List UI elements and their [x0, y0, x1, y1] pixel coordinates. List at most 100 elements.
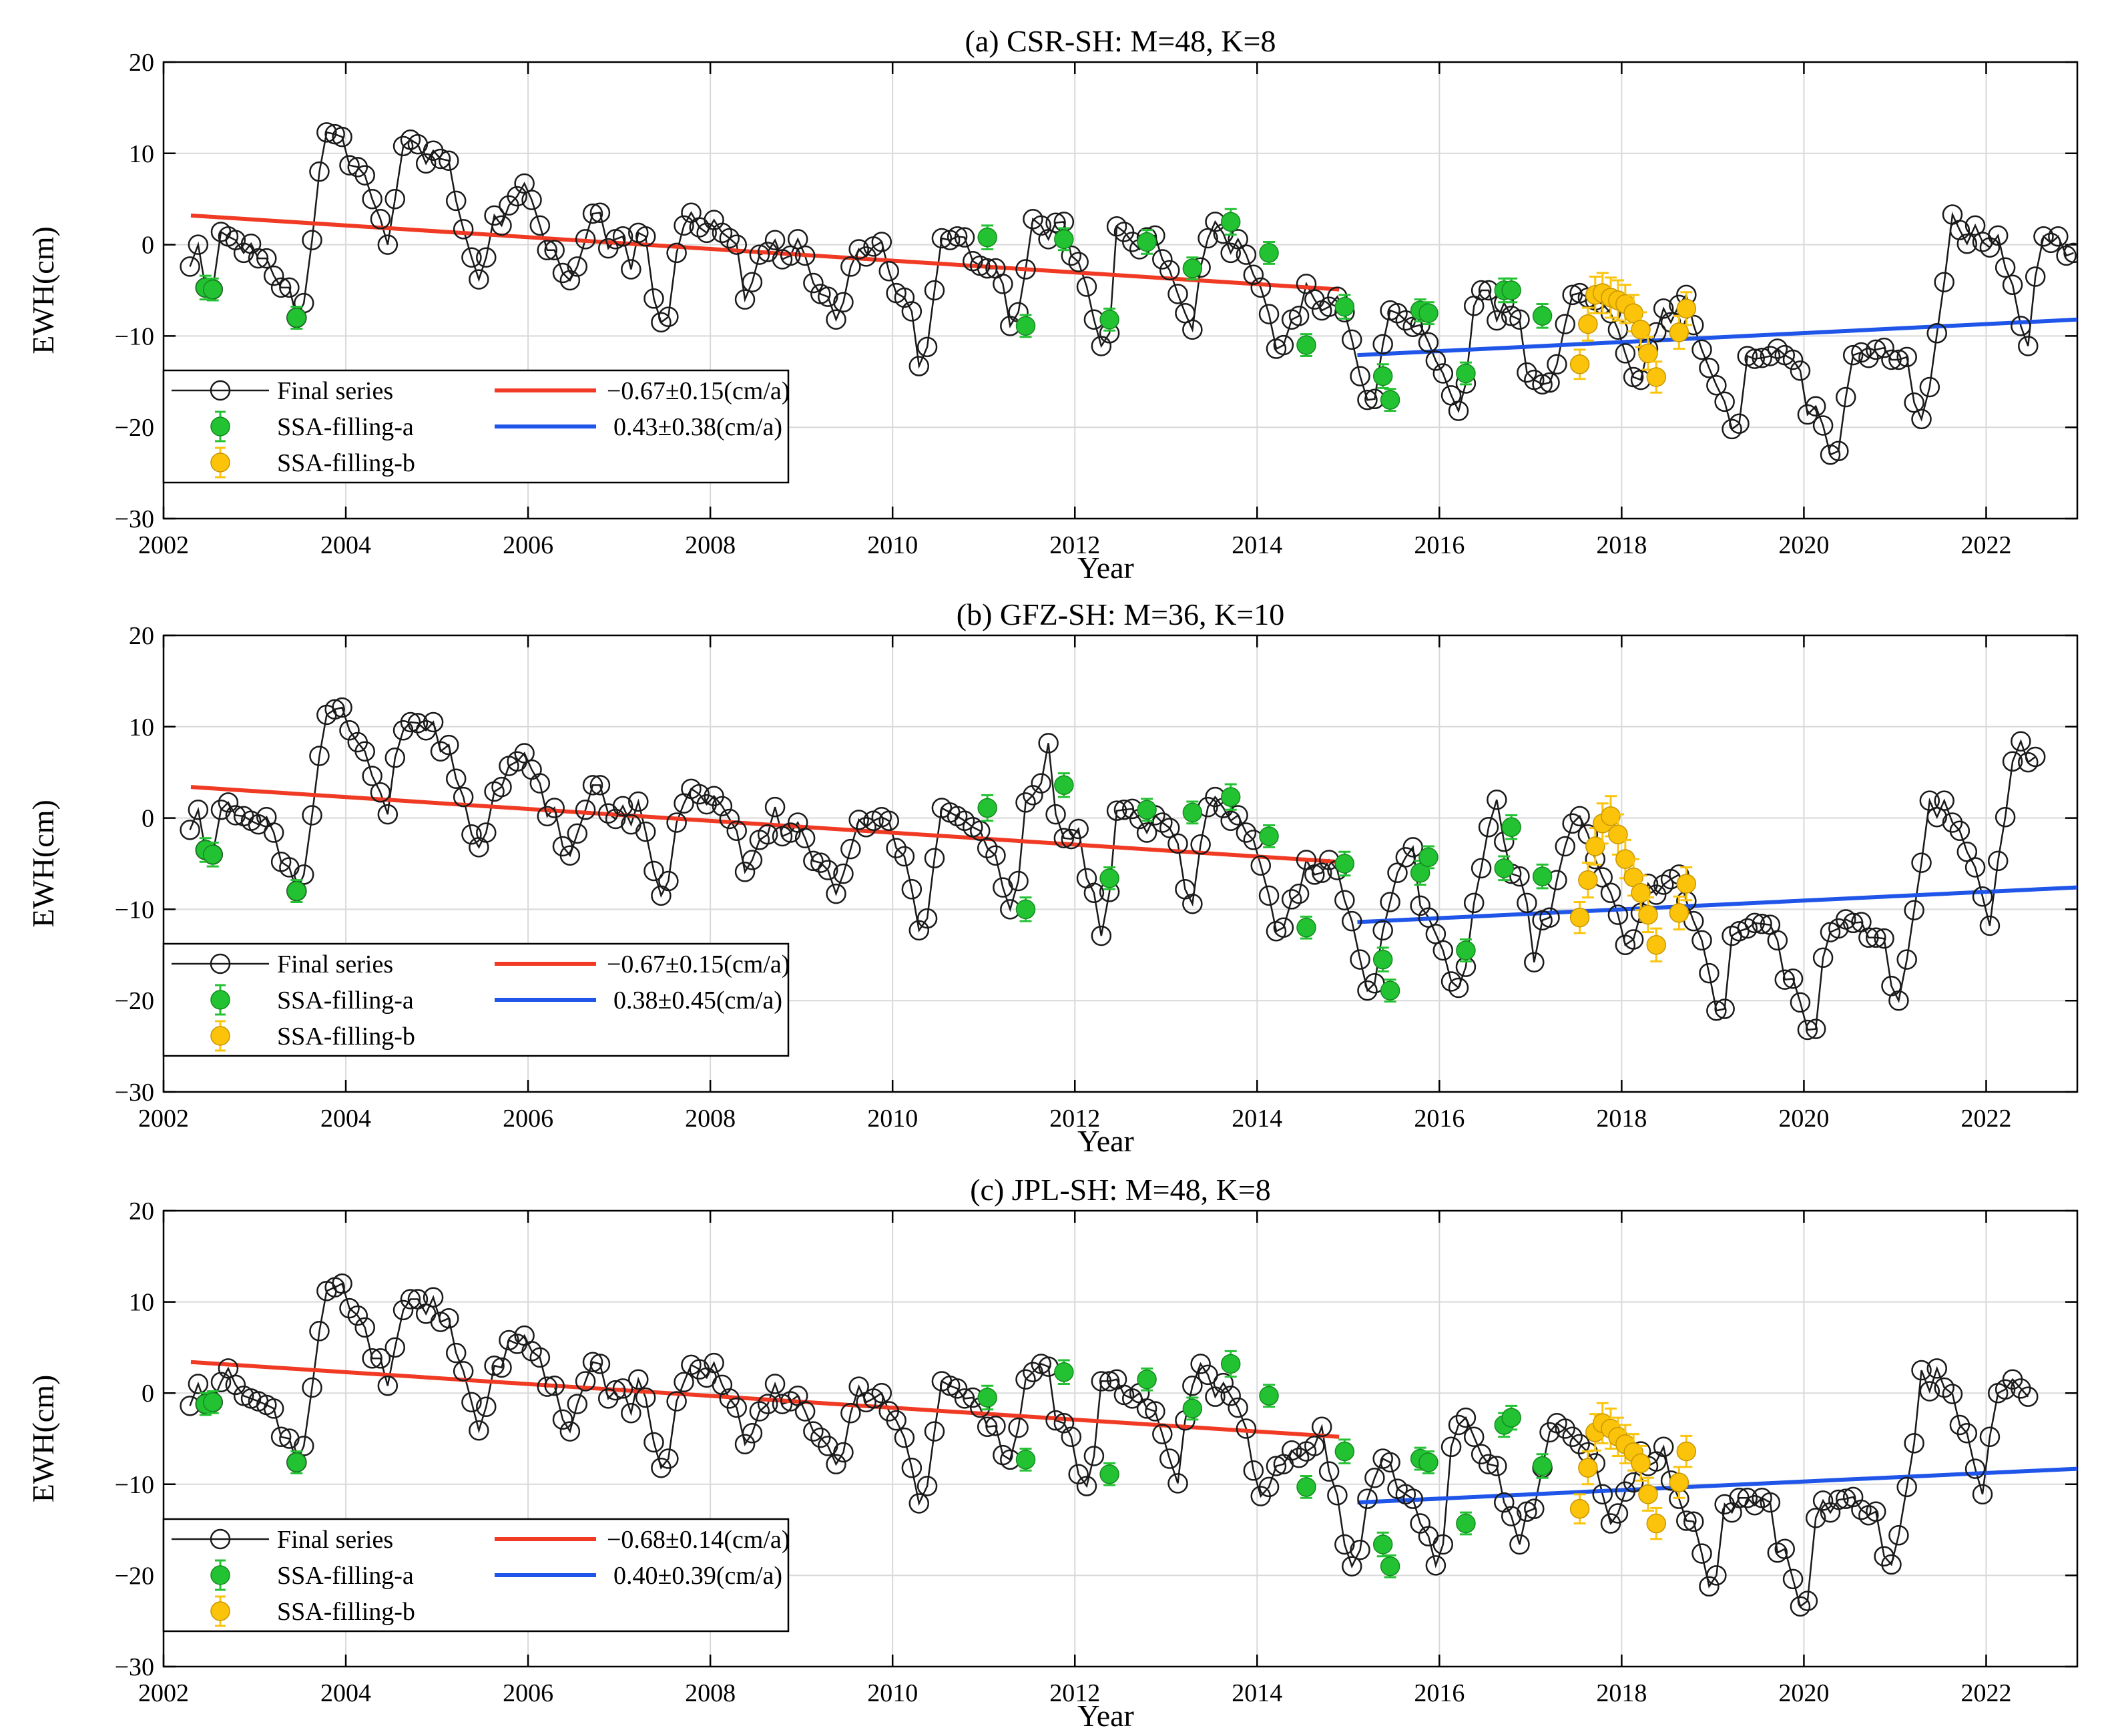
- final-series-point: [1517, 892, 1537, 914]
- final-series-point: [1350, 366, 1370, 386]
- final-series-point: [1061, 828, 1082, 850]
- final-series-point: [324, 699, 345, 720]
- y-tick-label: −10: [115, 322, 154, 350]
- final-series-point: [423, 140, 444, 161]
- final-series-point: [1509, 866, 1530, 887]
- final-series-point: [461, 247, 482, 268]
- final-series-point: [1874, 928, 1894, 949]
- ssa-filling-b-point: [1638, 1484, 1658, 1504]
- final-series-point: [1402, 316, 1423, 337]
- final-series-point: [1767, 338, 1788, 359]
- ssa-filling-a-point: [1137, 232, 1157, 252]
- y-tick-label: −10: [115, 896, 154, 924]
- x-tick-label: 2016: [1414, 1105, 1465, 1133]
- x-tick-label: 2010: [867, 531, 918, 559]
- final-series-point: [1615, 343, 1636, 364]
- axes-frame: [162, 61, 2079, 520]
- final-series-point: [1387, 862, 1408, 883]
- final-series-point: [309, 161, 330, 182]
- final-series-point: [1220, 242, 1241, 264]
- ssa-filling-a-point: [286, 881, 307, 901]
- final-series-point: [666, 812, 687, 833]
- final-series-point: [1487, 1456, 1507, 1476]
- legend-box: [162, 1518, 790, 1633]
- final-series-point: [1220, 1386, 1241, 1406]
- legend-trend1-label: −0.67±0.15(cm/a): [607, 377, 790, 405]
- final-series-point: [1896, 346, 1917, 368]
- ssa-filling-a-point: [1380, 1556, 1400, 1576]
- final-series-point: [1304, 1436, 1325, 1456]
- final-series-point: [491, 776, 512, 798]
- final-series-point: [575, 800, 596, 820]
- y-tick-label: 20: [129, 49, 154, 77]
- final-series-point: [377, 1376, 399, 1396]
- legend-trend1-label: −0.68±0.14(cm/a): [607, 1526, 790, 1554]
- ssa-filling-a-point: [1015, 316, 1036, 336]
- final-series-point: [1706, 1000, 1727, 1021]
- final-series-point: [1334, 890, 1355, 910]
- final-series-point: [544, 1376, 565, 1396]
- final-series-point: [2011, 1378, 2031, 1399]
- final-series-point: [1311, 1416, 1332, 1437]
- final-series-point: [1805, 1508, 1826, 1528]
- x-axis-label: Year: [1077, 1699, 1134, 1733]
- final-series-point: [461, 824, 482, 845]
- final-series-point: [582, 203, 603, 224]
- final-series-point: [794, 245, 816, 266]
- y-tick-label: −30: [115, 1079, 154, 1107]
- final-series-point: [476, 1396, 497, 1417]
- final-series-point: [1797, 1019, 1818, 1041]
- final-series-point: [810, 852, 831, 873]
- final-series-point: [1159, 1448, 1180, 1469]
- final-series-point: [1774, 1538, 1796, 1560]
- final-series-point: [803, 1421, 824, 1442]
- final-series-point: [1152, 812, 1173, 833]
- final-series-point: [794, 1401, 816, 1422]
- final-series-point: [1904, 900, 1924, 921]
- final-series-point: [1835, 386, 1856, 408]
- final-series-point: [1167, 284, 1188, 304]
- ssa-filling-a-point: [1054, 775, 1074, 796]
- final-series-point: [1487, 310, 1507, 331]
- final-series-point: [818, 860, 838, 880]
- final-series-point: [826, 1454, 846, 1474]
- final-series-point: [1106, 800, 1127, 821]
- final-series-point: [1828, 1489, 1849, 1510]
- final-series-point: [1106, 216, 1127, 237]
- ssa-filling-a-point: [1220, 787, 1241, 807]
- final-series-point: [1706, 1565, 1727, 1586]
- final-series-point: [1342, 1556, 1362, 1576]
- x-axis-label: Year: [1077, 551, 1134, 585]
- final-series-point: [726, 820, 747, 842]
- final-series-point: [248, 248, 269, 269]
- ssa-filling-b-point: [1631, 1453, 1651, 1474]
- final-series-point: [1031, 773, 1051, 794]
- ssa-filling-a-point: [1182, 258, 1203, 278]
- ssa-filling-b-point: [1646, 367, 1667, 387]
- final-series-point: [764, 796, 786, 818]
- final-series-point: [1455, 1407, 1477, 1428]
- final-series-point: [1380, 1452, 1400, 1473]
- final-series-point: [1942, 1384, 1963, 1404]
- final-series-point: [552, 262, 573, 284]
- final-series-point: [1487, 789, 1507, 810]
- final-series-point: [1979, 1426, 2001, 1448]
- final-series-point: [1258, 885, 1280, 906]
- final-series-point: [1972, 1484, 1993, 1505]
- final-series-point: [993, 274, 1013, 294]
- final-series-point: [270, 1426, 292, 1448]
- final-series-point: [1372, 920, 1393, 941]
- final-series-point: [840, 1403, 861, 1424]
- final-series-point: [332, 126, 352, 148]
- ssa-filling-a-point: [1259, 826, 1279, 846]
- final-series-point: [1842, 912, 1864, 934]
- x-tick-label: 2002: [138, 1679, 189, 1707]
- final-series-point: [1729, 413, 1750, 434]
- ssa-filling-a-point: [1456, 363, 1476, 384]
- final-series-point: [529, 1347, 551, 1368]
- final-series-point: [445, 768, 467, 790]
- y-tick-label: −20: [115, 987, 154, 1015]
- final-series-point: [1357, 389, 1378, 410]
- final-series-point: [886, 838, 906, 858]
- final-series-point: [826, 309, 846, 330]
